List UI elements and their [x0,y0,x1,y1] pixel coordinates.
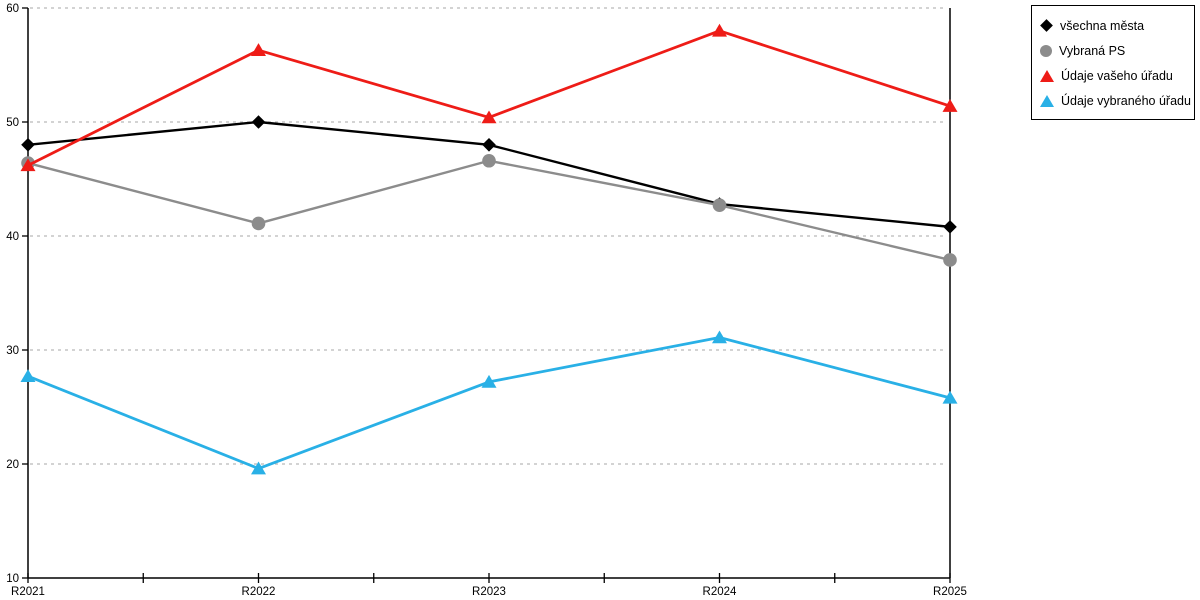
legend-item: Údaje vašeho úřadu [1040,63,1188,88]
legend-item: Vybraná PS [1040,38,1188,63]
chart-legend: všechna města Vybraná PS Údaje vašeho úř… [1031,5,1195,120]
svg-text:R2022: R2022 [242,586,276,598]
svg-text:R2023: R2023 [472,586,506,598]
svg-text:40: 40 [6,231,19,243]
legend-label: Údaje vašeho úřadu [1061,68,1173,83]
legend-label: Vybraná PS [1059,43,1126,58]
diamond-marker-icon [1040,19,1053,32]
svg-text:R2025: R2025 [933,586,967,598]
triangle-marker-icon [1040,94,1054,107]
svg-text:R2021: R2021 [11,586,45,598]
svg-text:50: 50 [6,117,19,129]
legend-label: všechna města [1060,18,1145,33]
svg-text:60: 60 [6,3,19,15]
circle-marker-icon [1040,44,1052,57]
legend-item: Údaje vybraného úřadu [1040,88,1191,113]
triangle-marker-icon [1040,69,1054,82]
legend-label: Údaje vybraného úřadu [1061,93,1191,108]
legend-item: všechna města [1040,13,1188,38]
svg-text:R2024: R2024 [703,586,737,598]
svg-text:30: 30 [6,345,19,357]
svg-text:20: 20 [6,459,19,471]
svg-text:10: 10 [6,573,19,585]
